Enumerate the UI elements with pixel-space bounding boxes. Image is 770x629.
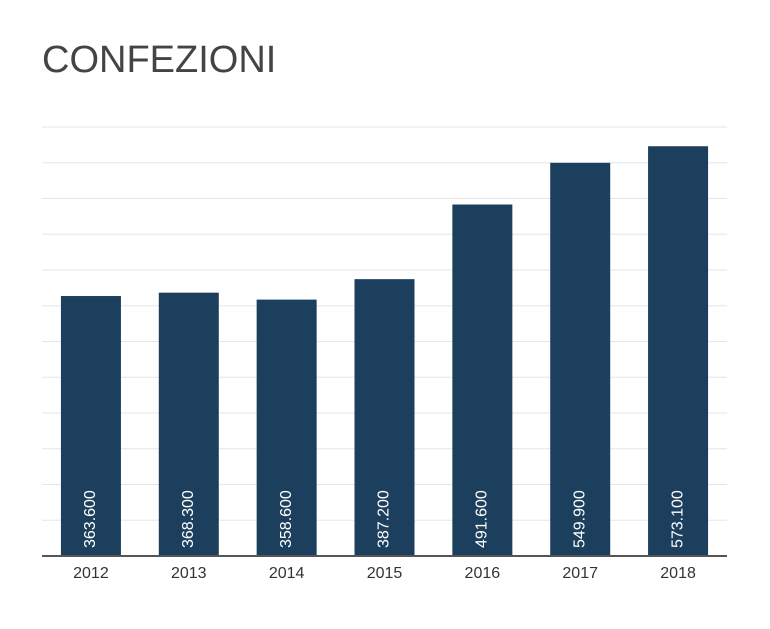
value-label: 363.600 bbox=[82, 490, 99, 548]
x-tick-label: 2017 bbox=[562, 565, 598, 582]
x-tick-label: 2015 bbox=[367, 565, 403, 582]
x-tick-label: 2016 bbox=[465, 565, 501, 582]
value-label: 573.100 bbox=[669, 490, 686, 548]
bar bbox=[354, 279, 415, 556]
bar bbox=[550, 162, 611, 556]
chart-title: CONFEZIONI bbox=[42, 39, 276, 81]
value-label: 549.900 bbox=[571, 490, 588, 548]
value-label: 358.600 bbox=[278, 490, 295, 548]
x-tick-label: 2012 bbox=[73, 565, 109, 582]
value-label: 368.300 bbox=[180, 490, 197, 548]
bar bbox=[256, 299, 317, 556]
bar bbox=[452, 204, 513, 557]
bar bbox=[158, 292, 219, 556]
bar bbox=[648, 146, 709, 556]
x-tick-label: 2014 bbox=[269, 565, 305, 582]
x-tick-label: 2013 bbox=[171, 565, 207, 582]
value-label: 387.200 bbox=[376, 490, 393, 548]
value-label: 491.600 bbox=[474, 490, 491, 548]
x-tick-label: 2018 bbox=[660, 565, 696, 582]
bar bbox=[60, 296, 121, 556]
